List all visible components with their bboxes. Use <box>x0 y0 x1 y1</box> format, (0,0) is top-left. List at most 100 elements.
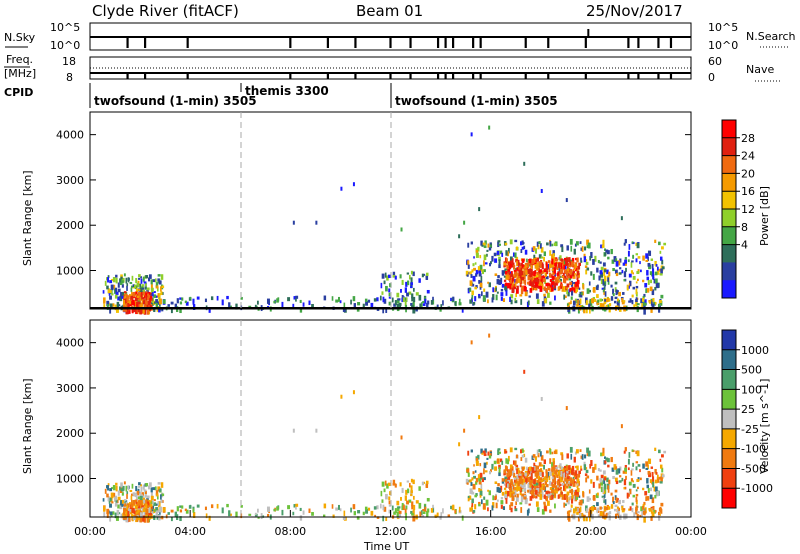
power-cell-441 <box>364 298 368 303</box>
velocity-cell-1026 <box>544 480 548 485</box>
velocity-cell-396 <box>221 507 224 514</box>
velocity-cell-1221 <box>519 482 522 487</box>
power-cell-175 <box>102 290 105 294</box>
velocity-cell-1300 <box>519 492 522 496</box>
freq-panel: Freq. [MHz] 18 8 60 0 Nave <box>4 53 780 84</box>
velocity-cell-969 <box>586 475 590 479</box>
velocity-cell-733 <box>501 491 505 496</box>
power-cell-21 <box>141 284 144 289</box>
power-cell-440 <box>439 307 442 312</box>
velocity-cell-462 <box>392 482 396 486</box>
power-cell-900 <box>635 285 639 289</box>
velocity-cell-675 <box>615 469 619 475</box>
power-cell-755 <box>514 252 517 258</box>
power-cell-930 <box>536 241 539 247</box>
velocity-cell-316 <box>145 503 148 509</box>
velocity-cell-849 <box>661 467 664 473</box>
velocity-cell-542 <box>479 488 483 493</box>
power-cell-1015 <box>650 301 653 306</box>
power-cell-406 <box>357 302 361 306</box>
power-cell-1318 <box>514 282 517 287</box>
velocity-cell-1493 <box>643 516 646 523</box>
velocity-cell-968 <box>524 499 528 505</box>
velocity-cell-1446 <box>616 509 620 516</box>
velocity-cell-554 <box>534 456 538 462</box>
power-cell-523 <box>501 270 505 275</box>
velocity-cell-1405 <box>536 487 540 492</box>
power-cell-307 <box>145 300 148 305</box>
velocity-cell-1504 <box>540 396 543 401</box>
velocity-cell-473 <box>408 499 412 503</box>
velocity-cell-199 <box>146 516 150 523</box>
power-cell-1354 <box>537 257 540 262</box>
colorbar-swatch-4 <box>722 191 736 210</box>
power-cell-369 <box>216 295 219 301</box>
power-cell-796 <box>471 283 475 287</box>
power-cell-876 <box>630 270 634 274</box>
velocity-cell-406 <box>357 510 361 514</box>
velocity-cell-1499 <box>597 507 600 511</box>
nsky-tick-top: 10^5 <box>50 21 80 34</box>
velocity-cell-677 <box>581 454 584 460</box>
velocity-cell-902 <box>489 470 492 475</box>
power-cell-104 <box>110 284 114 291</box>
velocity-cell-445 <box>204 506 207 511</box>
power-cell-1136 <box>547 260 551 263</box>
power-cell-278 <box>134 302 137 309</box>
velocity-cell-264 <box>143 516 147 523</box>
power-cell-431 <box>338 296 340 302</box>
velocity-cell-502 <box>407 488 410 494</box>
velocity-cell-254 <box>147 511 151 517</box>
power-cell-167 <box>135 288 138 293</box>
colorbar-swatch-3 <box>722 173 736 192</box>
velocity-cell-1490 <box>642 505 645 510</box>
velocity-cell-477 <box>383 488 386 493</box>
power-cell-979 <box>647 280 650 285</box>
velocity-cell-783 <box>563 468 566 473</box>
velocity-cell-1505 <box>463 428 466 433</box>
power-cell-304 <box>136 295 140 298</box>
velocity-cell-1070 <box>528 489 532 494</box>
velocity-cell-650 <box>602 497 605 501</box>
power-cell-327 <box>153 307 156 313</box>
velocity-cell-1140 <box>551 471 555 476</box>
power-cell-528 <box>559 278 562 282</box>
power-cell-960 <box>626 284 629 291</box>
velocity-cell-529 <box>500 500 504 505</box>
velocity-cell-770 <box>624 467 627 472</box>
velocity-cell-808 <box>607 506 611 510</box>
velocity-cell-1480 <box>605 512 608 517</box>
y-tick-label-4000: 4000 <box>56 129 84 142</box>
velocity-cell-636 <box>612 496 614 503</box>
power-cell-1364 <box>529 269 533 272</box>
power-cell-1379 <box>565 271 569 274</box>
velocity-cell-695 <box>510 502 514 507</box>
power-cell-689 <box>623 271 627 278</box>
power-cell-469 <box>400 288 402 293</box>
power-cell-745 <box>551 283 554 290</box>
velocity-cell-1434 <box>658 507 662 512</box>
power-cell-1465 <box>589 307 591 314</box>
velocity-cell-54 <box>161 493 165 497</box>
power-cell-449 <box>196 296 200 300</box>
velocity-cell-806 <box>631 502 634 506</box>
velocity-cell-1239 <box>558 469 562 476</box>
velocity-cell-400 <box>410 510 413 514</box>
velocity-cell-324 <box>205 513 208 519</box>
velocity-cell-1161 <box>546 493 550 499</box>
velocity-cell-844 <box>604 460 607 464</box>
power-cell-107 <box>158 307 161 313</box>
velocity-cell-482 <box>410 478 413 483</box>
velocity-cell-1277 <box>519 474 523 481</box>
velocity-cell-1355 <box>539 493 543 500</box>
velocity-cell-814 <box>547 471 550 478</box>
velocity-cell-86 <box>120 488 124 492</box>
power-cell-915 <box>520 241 523 246</box>
power-colorbar-label: Power [dB] <box>758 186 771 246</box>
power-cell-30 <box>117 282 120 288</box>
power-cell-423 <box>432 296 434 301</box>
velocity-cell-1229 <box>557 482 560 486</box>
velocity-cell-412 <box>273 508 276 512</box>
power-cell-1343 <box>504 257 507 263</box>
velocity-cell-1 <box>112 485 116 491</box>
